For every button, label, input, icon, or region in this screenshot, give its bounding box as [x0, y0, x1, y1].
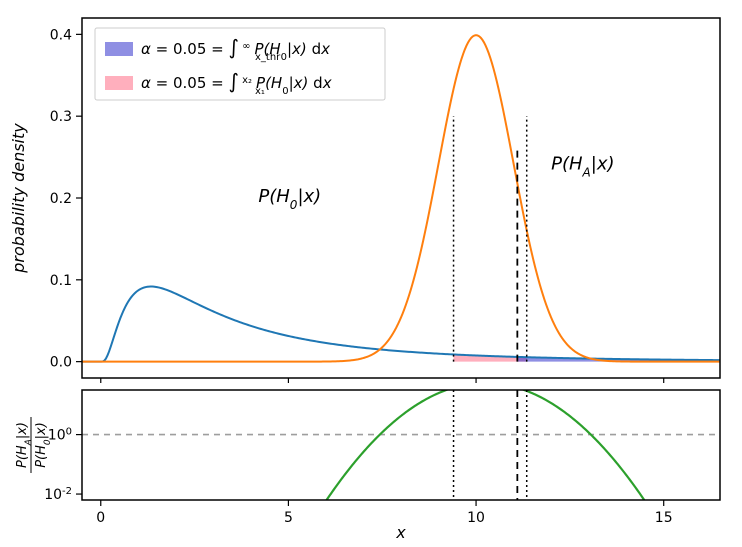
bottom-frame — [82, 390, 720, 500]
x-tick-label: 10 — [467, 510, 485, 526]
y-tick-label: 0.4 — [50, 27, 72, 43]
top-y-label: probability density — [9, 123, 28, 274]
y-tick-label: 0.2 — [50, 191, 72, 207]
bottom-y-label: P(HA|x)P(H0|x) — [15, 417, 53, 473]
legend-swatch — [105, 42, 133, 56]
plot-svg: P(H0|x) P(HA|x) 0 5 10 15 x 0.0 0.1 0.2 0.3 0.4 prob… — [0, 0, 742, 547]
h0-label: P(H0|x) — [258, 186, 321, 212]
figure: P(H0|x) P(HA|x) 0 5 10 15 x 0.0 0.1 0.2 0.3 0.4 prob… — [0, 0, 742, 547]
legend-int-lower: x_thr — [255, 52, 281, 63]
x-tick-label: 0 — [96, 510, 105, 526]
y-tick-label: 0.0 — [50, 355, 72, 371]
x-axis-label: x — [395, 523, 406, 542]
x-tick-label: 5 — [284, 510, 293, 526]
y-tick-label: 0.1 — [50, 273, 72, 289]
ha-label: P(HA|x) — [551, 153, 614, 179]
y-tick-label: 10-2 — [44, 486, 72, 504]
legend-int-lower: x₁ — [255, 86, 265, 97]
h0-curve — [82, 287, 720, 362]
legend-swatch — [105, 76, 133, 90]
y-tick-label: 0.3 — [50, 109, 72, 125]
ratio-curve — [318, 383, 654, 514]
x-tick-label: 15 — [655, 510, 673, 526]
legend — [95, 28, 385, 100]
